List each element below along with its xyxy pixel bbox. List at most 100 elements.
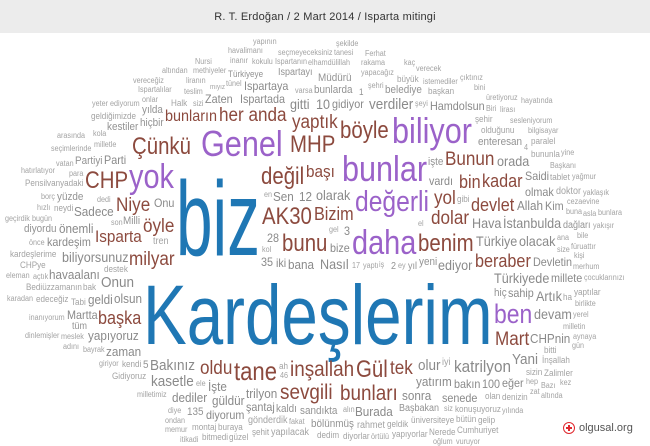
word: başı bbox=[306, 161, 336, 181]
word: cezaevine bbox=[566, 197, 600, 207]
word: geçirdik bbox=[4, 213, 30, 223]
word: siz bbox=[444, 403, 453, 413]
word: gelip bbox=[477, 415, 495, 426]
word: iki bbox=[276, 256, 287, 271]
word: şantaj bbox=[245, 399, 275, 414]
word: seçmeyeceksiniz bbox=[278, 47, 333, 57]
word: Kim bbox=[545, 198, 564, 213]
word: arasında bbox=[57, 130, 86, 140]
word: Bediüzzamanın bbox=[25, 282, 82, 293]
word: inanır bbox=[230, 55, 249, 65]
word: şehit bbox=[252, 427, 270, 438]
word: yine bbox=[561, 147, 575, 157]
word: destek bbox=[103, 263, 128, 274]
word: dedim bbox=[317, 429, 340, 440]
word: yaptı bbox=[362, 261, 379, 271]
word: kola bbox=[92, 128, 106, 138]
word: Partiyi bbox=[74, 154, 103, 167]
word: kaç bbox=[404, 57, 416, 67]
word: borç bbox=[41, 191, 56, 201]
word: Artık bbox=[535, 288, 562, 305]
word: sevgili bbox=[280, 380, 333, 404]
word: yok bbox=[129, 158, 175, 197]
word: dinlemişler bbox=[24, 330, 60, 340]
word: merhum bbox=[572, 261, 600, 271]
word: tane bbox=[233, 356, 277, 387]
word: Ispartada bbox=[240, 91, 286, 106]
word: olan bbox=[485, 390, 501, 401]
word: böyle bbox=[340, 116, 389, 144]
word: teslim bbox=[183, 86, 203, 96]
word: 17 bbox=[351, 261, 360, 271]
word: belediye bbox=[384, 84, 422, 97]
word: yakışır bbox=[592, 220, 614, 230]
word: Allah bbox=[517, 198, 544, 214]
word: Bazı bbox=[541, 380, 556, 390]
word: ele bbox=[196, 379, 206, 389]
word: bununla bbox=[531, 149, 561, 160]
word: benim bbox=[418, 229, 474, 257]
word: Martta bbox=[66, 307, 98, 322]
word: diye bbox=[168, 405, 182, 415]
word: altında bbox=[540, 391, 563, 401]
word: havalimanı bbox=[228, 45, 263, 55]
word: Bakınız bbox=[149, 357, 195, 375]
word: 5 bbox=[143, 358, 149, 371]
word: gönderdik bbox=[248, 414, 288, 426]
word: bütün bbox=[456, 413, 477, 424]
word: 10 bbox=[316, 96, 331, 113]
word: açtık bbox=[32, 271, 48, 281]
word: havaalanı bbox=[48, 266, 100, 282]
word: dediler bbox=[171, 390, 207, 406]
site-credit[interactable]: olgusal.org bbox=[563, 422, 633, 434]
word: olarak bbox=[315, 187, 351, 204]
word: zat bbox=[530, 386, 540, 396]
word: montaj bbox=[191, 422, 217, 433]
word: el bbox=[418, 218, 424, 228]
word: ana bbox=[556, 233, 569, 243]
word: kez bbox=[560, 378, 572, 388]
word: hatırlatıyor bbox=[20, 165, 55, 175]
word: Saidi bbox=[524, 169, 549, 184]
word: bin bbox=[458, 171, 481, 192]
word: bilgisayar bbox=[528, 125, 559, 135]
word: bunların bbox=[164, 108, 217, 126]
word: Kardeşlerim bbox=[143, 267, 493, 362]
word: güzel bbox=[229, 432, 249, 443]
word: 135 bbox=[186, 406, 204, 419]
word: gibi bbox=[457, 194, 470, 205]
word: tüm bbox=[71, 320, 87, 332]
word: başka bbox=[98, 308, 142, 329]
word: sizin bbox=[526, 366, 543, 377]
word: iş bbox=[379, 260, 385, 270]
word: yatırım bbox=[416, 373, 453, 389]
word: şehri bbox=[367, 80, 384, 90]
word: güldür bbox=[212, 393, 245, 409]
word: tablet bbox=[550, 171, 571, 182]
word: milletimiz bbox=[136, 389, 167, 399]
word: mıyız bbox=[209, 84, 225, 92]
word: devlet bbox=[471, 195, 515, 216]
word: diyorum bbox=[206, 407, 245, 422]
word: Burada bbox=[355, 404, 394, 420]
word: 4 bbox=[524, 143, 529, 153]
word: sesleniyorum bbox=[510, 115, 553, 125]
word: Yani bbox=[512, 350, 539, 368]
word: bayrak bbox=[83, 345, 105, 355]
word: kasetle bbox=[151, 373, 195, 391]
word: meslek bbox=[61, 331, 84, 341]
word: kadar bbox=[481, 170, 523, 191]
word: devam bbox=[533, 305, 572, 322]
word: sizi bbox=[193, 98, 204, 108]
word: geldik bbox=[386, 418, 409, 429]
word: Gül bbox=[356, 355, 389, 383]
word: değil bbox=[261, 162, 305, 190]
word: altından bbox=[161, 66, 188, 76]
word: daha bbox=[352, 224, 417, 263]
word: Onun bbox=[101, 273, 135, 291]
word: bunlar bbox=[341, 147, 427, 189]
word: elhamdülillah bbox=[308, 58, 351, 68]
word: varsa bbox=[295, 86, 313, 96]
word: bize bbox=[329, 240, 350, 255]
word: değerli bbox=[355, 185, 430, 218]
